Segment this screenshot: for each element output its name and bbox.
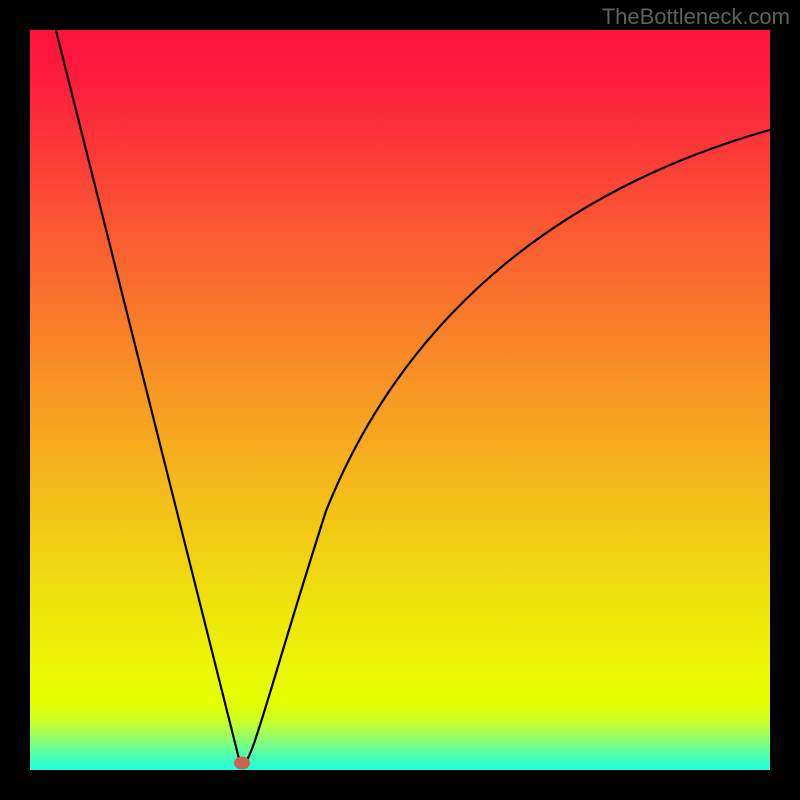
curve-left-branch: [56, 30, 241, 766]
minimum-marker: [234, 757, 250, 770]
chart-curve: [30, 30, 770, 770]
chart-container: TheBottleneck.com: [0, 0, 800, 800]
watermark-text: TheBottleneck.com: [602, 4, 790, 30]
plot-area: [30, 30, 770, 770]
curve-right-branch: [241, 130, 770, 766]
